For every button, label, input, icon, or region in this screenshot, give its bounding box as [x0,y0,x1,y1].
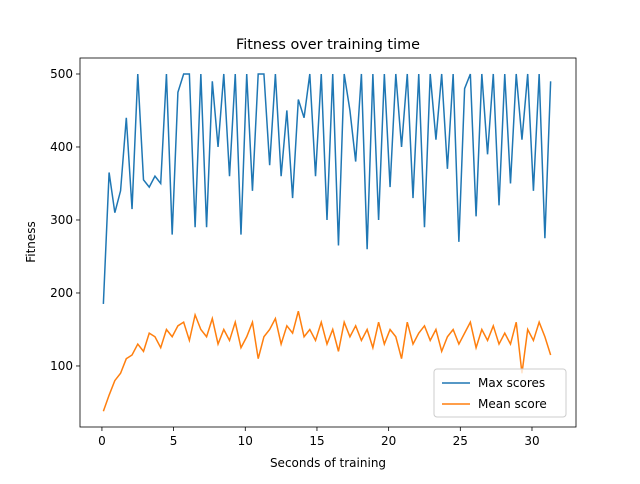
axes-frame [79,57,577,428]
x-tick-label: 0 [98,434,106,448]
legend-box [433,368,567,418]
x-tick-label: 15 [309,434,324,448]
legend-label: Max scores [478,376,545,390]
y-tick-label: 500 [50,67,73,81]
chart-title: Fitness over training time [236,37,420,53]
y-axis-label: Fitness [24,221,38,263]
y-tick-label: 300 [50,213,73,227]
y-tick-label: 400 [50,140,73,154]
y-tick-label: 100 [50,359,73,373]
y-tick-label: 200 [50,286,73,300]
x-tick-label: 20 [381,434,396,448]
plot-area [102,73,552,412]
x-tick-label: 5 [170,434,178,448]
x-tick-label: 25 [453,434,468,448]
x-tick-label: 30 [524,434,539,448]
legend-label: Mean score [478,397,547,411]
x-tick-label: 10 [238,434,253,448]
line-series [102,73,552,304]
line-series [102,311,552,412]
x-axis-label: Seconds of training [270,456,386,470]
